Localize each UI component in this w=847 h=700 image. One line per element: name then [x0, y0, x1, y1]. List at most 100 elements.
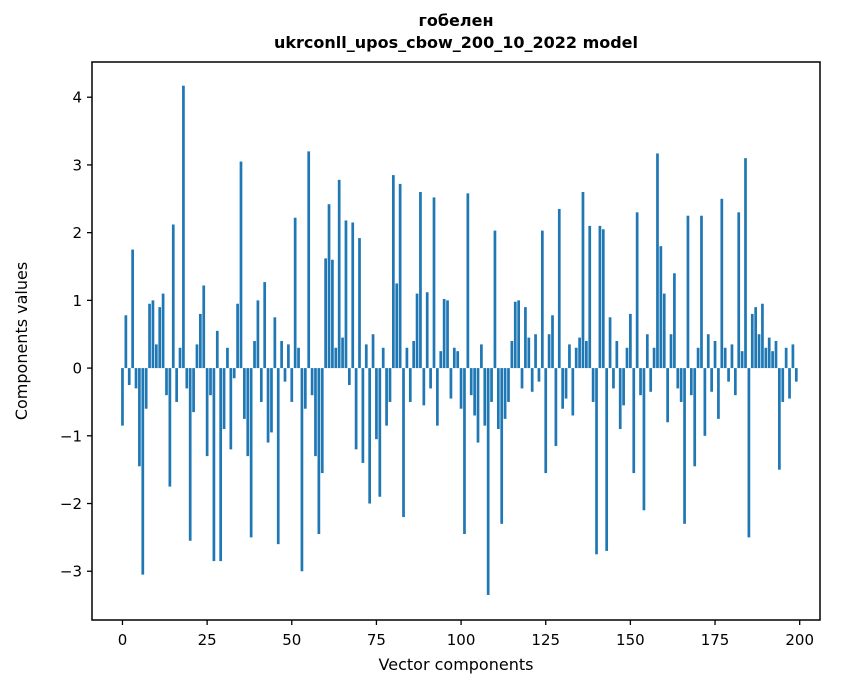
- bar: [659, 246, 663, 369]
- bar: [327, 204, 331, 369]
- x-tick-label: 100: [447, 631, 476, 649]
- bar: [700, 215, 703, 369]
- bar: [246, 368, 250, 457]
- bar: [307, 151, 311, 369]
- bar: [171, 224, 175, 369]
- bar: [185, 368, 189, 389]
- x-tick-label: 25: [198, 631, 217, 649]
- bar: [334, 347, 338, 369]
- bar: [564, 368, 568, 399]
- bar: [574, 347, 578, 369]
- bar: [778, 368, 781, 470]
- bar: [364, 344, 368, 369]
- bar: [259, 368, 263, 402]
- bar: [442, 299, 446, 369]
- bar: [595, 368, 598, 555]
- bar: [270, 368, 273, 433]
- bar: [683, 368, 686, 524]
- bar: [375, 368, 378, 440]
- bar: [622, 368, 625, 406]
- bar: [652, 347, 656, 369]
- bar: [480, 344, 483, 369]
- bar: [635, 212, 639, 369]
- bar: [459, 368, 463, 409]
- bar: [615, 341, 619, 369]
- bar: [371, 334, 375, 369]
- bar: [408, 368, 412, 402]
- bar: [561, 368, 565, 409]
- bar: [310, 368, 314, 396]
- bar: [344, 220, 348, 369]
- bar: [493, 230, 497, 369]
- bar: [439, 351, 443, 369]
- bar: [679, 368, 683, 402]
- bar: [202, 285, 206, 369]
- bar: [656, 153, 659, 369]
- bar: [625, 347, 629, 369]
- bar: [212, 368, 216, 562]
- chart-title: гобелен: [419, 11, 494, 30]
- bar: [517, 300, 520, 369]
- bar: [320, 368, 324, 474]
- bar: [669, 334, 673, 369]
- bar: [578, 337, 581, 369]
- x-tick-label: 125: [531, 631, 560, 649]
- bar: [588, 225, 592, 369]
- bar: [608, 317, 612, 369]
- bar: [263, 282, 267, 369]
- bar: [673, 273, 676, 369]
- bar: [730, 344, 734, 369]
- bar: [290, 368, 294, 402]
- bar: [761, 303, 764, 369]
- bar: [717, 368, 720, 419]
- bar: [727, 368, 730, 382]
- bar: [591, 368, 595, 402]
- bar: [138, 368, 141, 467]
- bar: [524, 307, 527, 369]
- bar: [710, 368, 713, 392]
- bar: [219, 368, 223, 562]
- bar: [249, 368, 253, 538]
- bar: [703, 368, 707, 436]
- bar: [483, 368, 487, 426]
- bar: [642, 368, 646, 511]
- bar: [154, 344, 158, 369]
- bar: [585, 341, 588, 369]
- bar: [490, 368, 493, 402]
- bar: [300, 368, 304, 572]
- bar: [347, 368, 351, 386]
- bar: [361, 368, 365, 463]
- bar: [771, 351, 774, 369]
- bar: [209, 368, 212, 396]
- bar: [740, 351, 744, 369]
- bar: [256, 300, 260, 369]
- bar: [415, 293, 419, 369]
- bar: [618, 368, 622, 430]
- bar: [554, 368, 558, 446]
- bar: [378, 368, 382, 497]
- bar: [337, 179, 341, 369]
- bar: [605, 368, 609, 551]
- bar: [148, 303, 151, 369]
- x-tick-label: 75: [367, 631, 386, 649]
- bar: [469, 368, 473, 396]
- bar: [398, 183, 402, 369]
- bar: [351, 222, 355, 369]
- y-tick-label: −1: [60, 427, 82, 445]
- bar: [429, 368, 432, 389]
- bar: [551, 315, 554, 369]
- bar: [629, 313, 632, 369]
- bar: [144, 368, 148, 409]
- bar: [324, 258, 327, 369]
- bar: [127, 368, 131, 386]
- bar: [476, 368, 480, 443]
- bar: [449, 368, 453, 399]
- bar: [192, 368, 195, 413]
- bar: [540, 230, 544, 369]
- bar: [151, 300, 155, 369]
- bar: [303, 368, 307, 409]
- bar: [358, 238, 361, 369]
- bar: [568, 344, 571, 369]
